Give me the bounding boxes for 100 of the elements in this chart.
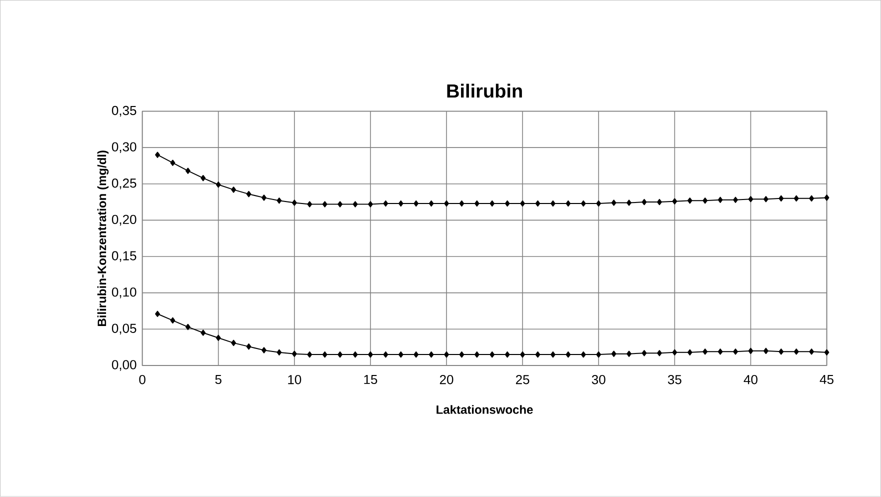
point (428, 352, 434, 358)
point (550, 352, 556, 358)
point (687, 198, 692, 204)
point (155, 310, 160, 318)
point (383, 352, 388, 358)
point (398, 200, 404, 207)
point (428, 200, 434, 207)
point (520, 200, 526, 207)
point (185, 168, 190, 174)
point (246, 344, 252, 350)
point (231, 340, 236, 346)
point (733, 196, 738, 204)
point (520, 352, 526, 358)
y-tick-label: 0,10 (112, 288, 136, 298)
point (216, 182, 221, 188)
point (170, 160, 176, 166)
point (383, 200, 388, 207)
point (474, 352, 480, 358)
point (566, 200, 571, 207)
point (231, 186, 236, 193)
point (322, 352, 328, 358)
x-tick-label: 10 (288, 375, 302, 384)
point (155, 152, 160, 158)
y-axis-title: Bilirubin-Konzentration (mg/dl) (97, 150, 109, 326)
point (687, 349, 692, 356)
point (550, 200, 556, 207)
x-tick-label: 25 (516, 375, 530, 384)
point (414, 200, 419, 207)
y-tick-label: 0,35 (112, 106, 136, 117)
y-tick-label: 0,20 (112, 214, 136, 226)
point (262, 194, 266, 201)
y-tick-label: 0,05 (112, 324, 136, 335)
point (702, 198, 708, 204)
y-tick-label: 0,00 (112, 360, 136, 371)
point (778, 195, 784, 202)
point (566, 352, 571, 358)
point (368, 352, 373, 358)
point (307, 201, 312, 208)
point (414, 352, 419, 358)
point (459, 352, 464, 358)
point (368, 201, 373, 208)
point (611, 350, 616, 358)
point (824, 349, 830, 356)
point (444, 352, 449, 358)
x-tick-label: 35 (668, 375, 682, 384)
point (748, 196, 754, 202)
point (611, 200, 616, 206)
point (580, 200, 586, 207)
point (262, 347, 266, 354)
point (474, 200, 480, 207)
point (338, 352, 342, 358)
point (338, 201, 342, 208)
point (718, 348, 723, 355)
point (794, 348, 799, 355)
point (702, 348, 708, 355)
point (763, 196, 768, 202)
x-tick-label: 40 (744, 375, 758, 384)
point (626, 350, 632, 358)
point (535, 200, 540, 207)
point (672, 349, 678, 356)
y-tick-label: 0,30 (112, 142, 136, 154)
point (307, 352, 312, 358)
point (626, 200, 632, 206)
point (504, 200, 510, 207)
point (718, 196, 723, 204)
point (352, 201, 358, 208)
point (352, 352, 358, 358)
point (276, 349, 282, 356)
point (292, 350, 297, 358)
y-tick-label: 0,25 (112, 178, 136, 190)
point (322, 201, 328, 208)
x-tick-label: 20 (440, 375, 454, 384)
point (656, 350, 662, 356)
chart-title: Bilirubin (447, 84, 522, 98)
point (778, 348, 784, 355)
point (246, 191, 252, 198)
point (596, 200, 602, 207)
point (535, 352, 540, 358)
point (733, 348, 738, 355)
y-tick-label: 0,15 (112, 251, 136, 262)
point (794, 195, 799, 202)
point (185, 324, 190, 330)
x-tick-label: 45 (820, 375, 834, 384)
point (596, 352, 602, 358)
point (276, 198, 282, 204)
point (656, 199, 662, 206)
point (200, 175, 206, 182)
point (398, 352, 404, 358)
point (490, 352, 495, 358)
point (504, 352, 510, 358)
x-tick-label: 5 (215, 375, 222, 384)
point (748, 348, 754, 354)
point (672, 198, 678, 205)
point (580, 352, 586, 358)
point (459, 200, 464, 207)
point (642, 199, 647, 206)
point (200, 330, 206, 336)
x-axis-title: Laktationswoche (436, 405, 533, 414)
point (490, 200, 495, 207)
point (292, 200, 297, 206)
